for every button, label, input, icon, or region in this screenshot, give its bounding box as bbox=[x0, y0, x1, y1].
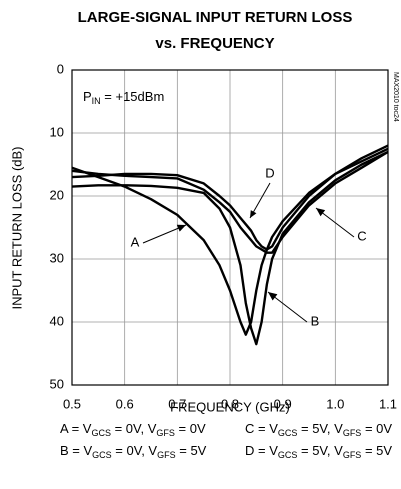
x-tick-label: 0.7 bbox=[168, 396, 186, 411]
chart-subtitle: vs. FREQUENCY bbox=[155, 35, 274, 52]
series-line bbox=[71, 147, 389, 336]
y-tick-label: 0 bbox=[57, 61, 64, 76]
text-part: = 5V, V bbox=[297, 443, 343, 458]
chart-title: LARGE-SIGNAL INPUT RETURN LOSS bbox=[78, 9, 353, 26]
curve-label: B bbox=[311, 313, 320, 328]
arrow-head bbox=[250, 210, 257, 218]
x-tick-label: 0.5 bbox=[63, 396, 81, 411]
series-line bbox=[71, 144, 389, 251]
legend-entry: A = VGCS = 0V, VGFS = 0V bbox=[60, 421, 206, 438]
legend-entry: B = VGCS = 0V, VGFS = 5V bbox=[60, 443, 207, 460]
plot-frame bbox=[71, 69, 389, 386]
legend-entry: C = VGCS = 5V, VGFS = 0V bbox=[245, 421, 392, 438]
legend-entry: D = VGCS = 5V, VGFS = 5V bbox=[245, 443, 392, 460]
x-tick-label: 0.9 bbox=[274, 396, 292, 411]
series-line bbox=[71, 150, 389, 254]
y-axis-label: INPUT RETURN LOSS (dB) bbox=[9, 146, 24, 309]
x-axis-label: FREQUENCY (GHz) bbox=[170, 399, 290, 414]
series-line bbox=[71, 150, 389, 346]
subscript: IN bbox=[92, 96, 101, 106]
text-part: = 5V bbox=[361, 443, 392, 458]
y-tick-label: 50 bbox=[50, 376, 64, 391]
text-part: = 0V bbox=[175, 421, 206, 436]
text-part: = 0V bbox=[361, 421, 392, 436]
text-part: P bbox=[83, 89, 92, 104]
text-part: C = V bbox=[245, 421, 278, 436]
text-part: = 5V, V bbox=[297, 421, 343, 436]
text-part: = +15dBm bbox=[101, 89, 165, 104]
y-tick-label: 30 bbox=[50, 250, 64, 265]
subscript: GFS bbox=[343, 428, 362, 438]
text-part: D = V bbox=[245, 443, 278, 458]
curve-label: D bbox=[265, 165, 274, 180]
y-tick-label: 10 bbox=[50, 124, 64, 139]
subscript: GCS bbox=[92, 450, 112, 460]
watermark: MAX2010 toc24 bbox=[392, 72, 399, 122]
x-tick-label: 1.1 bbox=[379, 396, 397, 411]
arrow-head bbox=[176, 224, 186, 232]
x-tick-label: 1.0 bbox=[326, 396, 344, 411]
text-part: = 5V bbox=[176, 443, 207, 458]
annotation: PIN = +15dBm bbox=[83, 89, 164, 106]
arrow-head bbox=[316, 208, 326, 217]
y-tick-label: 40 bbox=[50, 313, 64, 328]
text-part: A = V bbox=[60, 421, 92, 436]
x-tick-label: 0.6 bbox=[116, 396, 134, 411]
subscript: GFS bbox=[156, 428, 175, 438]
arrow-head bbox=[268, 292, 278, 301]
y-tick-label: 20 bbox=[50, 187, 64, 202]
x-tick-label: 0.8 bbox=[221, 396, 239, 411]
text-part: = 0V, V bbox=[111, 421, 157, 436]
subscript: GCS bbox=[278, 450, 298, 460]
curve-label: C bbox=[357, 228, 366, 243]
subscript: GFS bbox=[157, 450, 176, 460]
subscript: GCS bbox=[91, 428, 111, 438]
curve-label: A bbox=[131, 234, 140, 249]
text-part: B = V bbox=[60, 443, 92, 458]
subscript: GFS bbox=[343, 450, 362, 460]
subscript: GCS bbox=[278, 428, 298, 438]
text-part: = 0V, V bbox=[112, 443, 158, 458]
